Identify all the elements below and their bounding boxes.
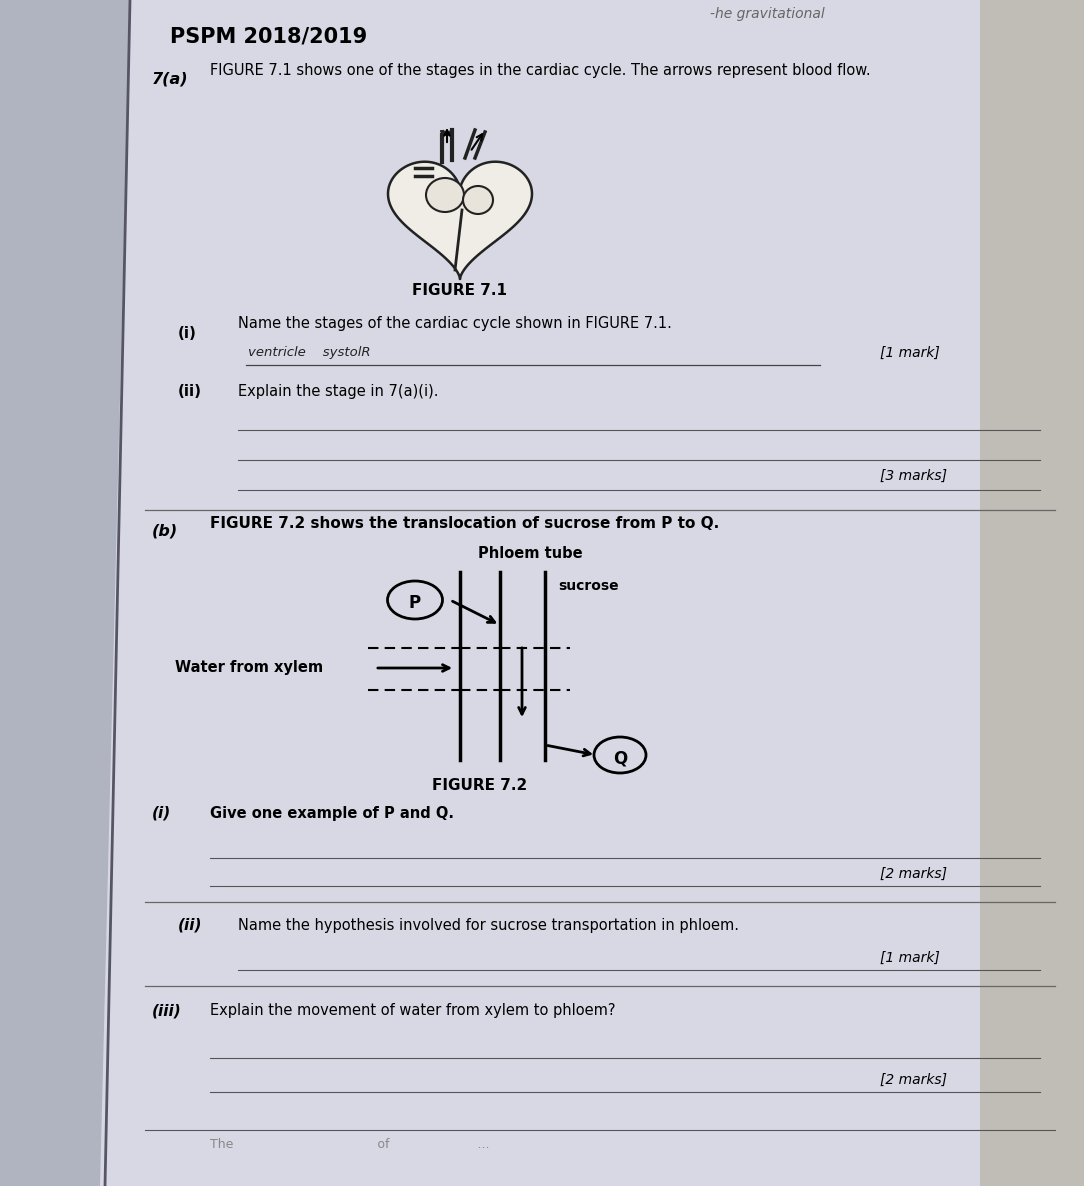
Text: 7(a): 7(a)	[152, 72, 189, 87]
Text: Water from xylem: Water from xylem	[175, 659, 323, 675]
Text: (ii): (ii)	[178, 384, 202, 398]
Ellipse shape	[426, 178, 464, 212]
Ellipse shape	[463, 186, 493, 213]
Text: FIGURE 7.1: FIGURE 7.1	[413, 283, 507, 298]
Polygon shape	[980, 0, 1084, 1186]
Text: [2 marks]: [2 marks]	[880, 867, 947, 881]
Text: P: P	[409, 594, 421, 612]
Text: Explain the stage in 7(a)(i).: Explain the stage in 7(a)(i).	[238, 384, 439, 398]
Text: -he gravitational: -he gravitational	[710, 7, 825, 21]
Polygon shape	[100, 0, 1084, 1186]
Text: [2 marks]: [2 marks]	[880, 1073, 947, 1088]
Text: [1 mark]: [1 mark]	[880, 346, 940, 361]
Ellipse shape	[594, 737, 646, 773]
Text: Name the hypothesis involved for sucrose transportation in phloem.: Name the hypothesis involved for sucrose…	[238, 918, 739, 933]
Text: Phloem tube: Phloem tube	[478, 546, 582, 561]
Text: [1 mark]: [1 mark]	[880, 951, 940, 965]
Text: PSPM 2018/2019: PSPM 2018/2019	[170, 26, 367, 46]
Text: (i): (i)	[178, 326, 197, 342]
Text: FIGURE 7.1 shows one of the stages in the cardiac cycle. The arrows represent bl: FIGURE 7.1 shows one of the stages in th…	[210, 63, 870, 78]
Text: Explain the movement of water from xylem to phloem?: Explain the movement of water from xylem…	[210, 1003, 616, 1018]
Text: Name the stages of the cardiac cycle shown in FIGURE 7.1.: Name the stages of the cardiac cycle sho…	[238, 315, 672, 331]
Text: [3 marks]: [3 marks]	[880, 468, 947, 483]
Polygon shape	[0, 0, 160, 1186]
Text: (i): (i)	[152, 806, 171, 821]
Text: (iii): (iii)	[152, 1003, 182, 1018]
Text: FIGURE 7.2 shows the translocation of sucrose from P to Q.: FIGURE 7.2 shows the translocation of su…	[210, 516, 720, 531]
Text: (ii): (ii)	[178, 918, 203, 933]
Text: The                                    of                      ...: The of ...	[210, 1139, 490, 1150]
Text: ventricle    systolR: ventricle systolR	[248, 346, 371, 359]
Text: FIGURE 7.2: FIGURE 7.2	[433, 778, 528, 793]
Text: sucrose: sucrose	[558, 579, 619, 593]
Polygon shape	[388, 161, 532, 279]
Text: (b): (b)	[152, 523, 178, 538]
Ellipse shape	[387, 581, 442, 619]
Text: Give one example of P and Q.: Give one example of P and Q.	[210, 806, 454, 821]
Text: Q: Q	[612, 750, 628, 767]
